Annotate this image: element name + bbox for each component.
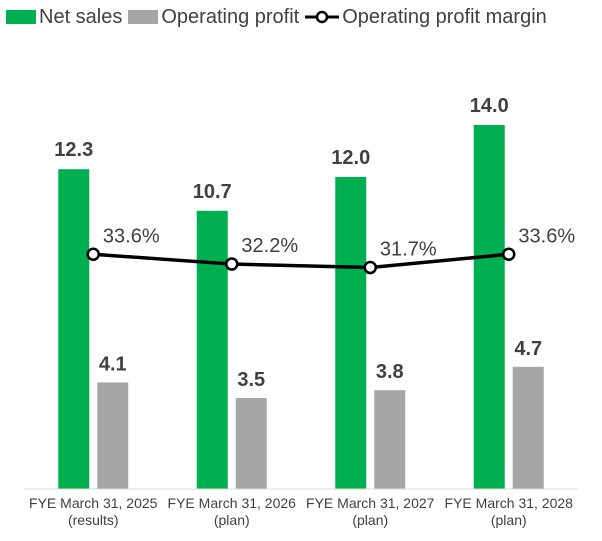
operating-profit-margin-label: 32.2% xyxy=(241,235,298,257)
operating-profit-bar xyxy=(97,382,129,489)
legend: Net sales Operating profit Operating pro… xyxy=(6,4,553,30)
operating-profit-value-label: 4.1 xyxy=(99,353,127,375)
net-sales-swatch xyxy=(6,10,36,24)
legend-label-operating-profit-margin: Operating profit margin xyxy=(342,5,547,28)
legend-item-operating-profit-margin: Operating profit margin xyxy=(305,6,547,29)
margin-line-layer xyxy=(86,247,516,275)
net-sales-bar xyxy=(196,210,228,490)
operating-profit-value-label: 3.8 xyxy=(376,361,404,383)
operating-profit-bar xyxy=(512,366,544,489)
legend-item-operating-profit: Operating profit xyxy=(128,6,299,29)
net-sales-value-label: 10.7 xyxy=(193,181,232,203)
operating-profit-margin-point xyxy=(502,247,516,262)
operating-profit-margin-swatch xyxy=(305,10,340,24)
net-sales-bar xyxy=(58,169,90,489)
operating-profit-bar xyxy=(235,398,267,489)
legend-label-net-sales: Net sales xyxy=(39,5,123,28)
net-sales-bar xyxy=(473,125,505,489)
operating-profit-margin-line xyxy=(93,252,509,270)
x-tick-label: FYE March 31, 2026 (plan) xyxy=(168,495,297,528)
operating-profit-swatch xyxy=(128,10,159,24)
x-tick-label: FYE March 31, 2027 (plan) xyxy=(306,495,435,528)
net-sales-value-label: 14.0 xyxy=(470,95,509,117)
operating-profit-margin-label: 33.6% xyxy=(103,225,160,247)
bars-layer xyxy=(58,125,544,490)
operating-profit-bar xyxy=(374,390,406,489)
x-tick-label: FYE March 31, 2025 (results) xyxy=(29,495,158,528)
net-sales-bar xyxy=(335,177,367,489)
legend-label-operating-profit: Operating profit xyxy=(161,5,300,28)
x-tick-labels: FYE March 31, 2025 (results) FYE March 31,… xyxy=(29,495,573,528)
operating-profit-margin-point xyxy=(86,247,100,262)
x-tick-label: FYE March 31, 2028 (plan) xyxy=(445,495,574,528)
net-sales-value-label: 12.3 xyxy=(54,139,93,161)
operating-profit-value-label: 3.5 xyxy=(237,369,265,391)
operating-profit-margin-point xyxy=(363,260,377,275)
legend-item-net-sales: Net sales xyxy=(6,6,122,29)
operating-profit-value-label: 4.7 xyxy=(514,338,542,360)
operating-profit-margin-label: 31.7% xyxy=(380,239,437,261)
operating-profit-margin-point xyxy=(225,257,239,271)
net-sales-value-label: 12.0 xyxy=(331,147,370,169)
labels-layer: 12.3 4.1 10.7 3.5 12.0 3.8 14.0 4.7 33.6% 32.2% 31… xyxy=(54,95,575,391)
operating-profit-margin-label: 33.6% xyxy=(518,225,575,247)
